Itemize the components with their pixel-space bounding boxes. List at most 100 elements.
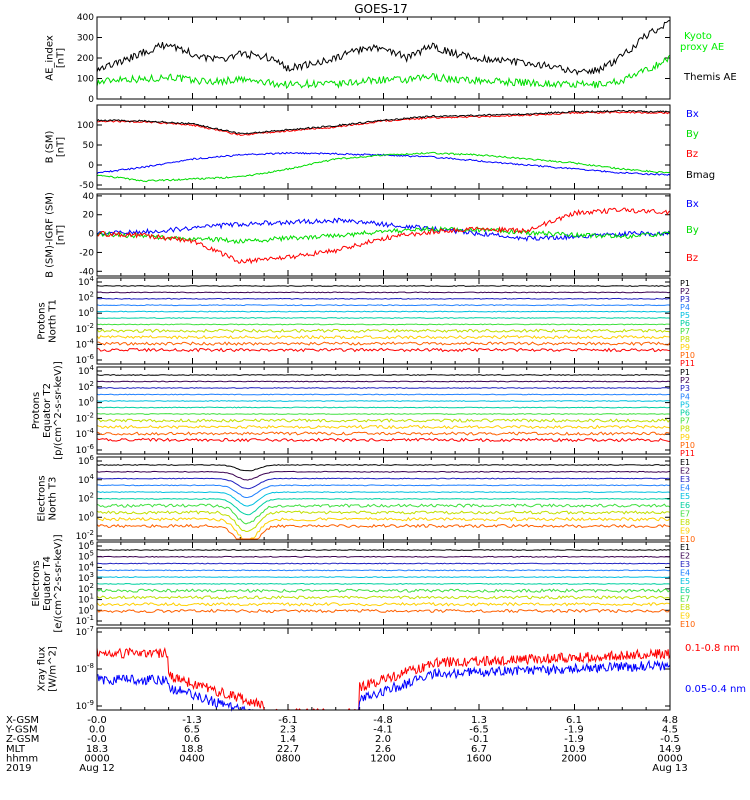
axis-row-label: X-GSM [6, 715, 39, 726]
y-tick-label: 100 [77, 75, 94, 85]
y-axis-label-line: [nT] [56, 225, 67, 245]
panel-frame [96, 456, 671, 541]
y-tick-label: 104 [78, 364, 94, 377]
axis-row-value: 2.0 [375, 734, 391, 745]
y-axis-label-line: [nT] [56, 48, 67, 68]
channel-line-e8 [96, 510, 671, 533]
channel-label: P3 [680, 295, 690, 304]
channel-line-e3 [96, 562, 671, 565]
channel-label: P6 [680, 319, 690, 328]
y-tick-label: 40 [83, 192, 95, 202]
axis-row-value: 0000 [84, 753, 109, 764]
channel-label: E1 [680, 543, 690, 552]
channel-line-e4 [96, 484, 671, 499]
axis-row-label: Y-GSM [5, 725, 38, 736]
channel-line-e1 [96, 464, 671, 472]
channel-label: P5 [680, 400, 690, 409]
axis-row-value: 1600 [466, 753, 491, 764]
panel-frame [96, 16, 671, 100]
y-tick-label: 10-2 [76, 529, 94, 542]
channel-line-e10 [96, 608, 671, 614]
channel-label: E4 [680, 484, 690, 493]
axis-row-label: Z-GSM [6, 734, 39, 745]
y-tick-label: 104 [78, 275, 94, 288]
legend-by: By [686, 129, 699, 140]
y-tick-label: 10-1 [76, 614, 94, 627]
channel-label: P7 [680, 327, 690, 336]
channel-line-p4 [96, 393, 671, 396]
channel-line-e4 [96, 569, 671, 572]
axis-row-value: 2000 [561, 753, 586, 764]
channel-label: P1 [680, 368, 690, 377]
y-tick-label: 0 [88, 230, 94, 240]
y-tick-label: -20 [79, 248, 94, 258]
axis-row-value: 1.4 [280, 734, 296, 745]
channel-line-p11 [96, 437, 671, 443]
y-axis-label-line: B (SM)-IGRF (SM) [45, 192, 56, 278]
y-tick-label: 0 [88, 161, 94, 171]
channel-line-p5 [96, 400, 671, 402]
legend-xray-long: 0.1-0.8 nm [685, 643, 740, 654]
channel-label: E6 [680, 586, 690, 595]
axis-row-value: -6.5 [469, 725, 489, 736]
y-tick-label: 10-9 [76, 699, 94, 712]
y-tick-label: 102 [78, 291, 94, 304]
panel-frame [96, 366, 671, 455]
channel-label: P10 [680, 441, 695, 450]
channel-line-e1 [96, 549, 671, 551]
y-axis-label-line: Electrons [31, 560, 42, 606]
channel-label: P4 [680, 392, 690, 401]
channel-line-p8 [96, 418, 671, 423]
axis-row-value: -1.9 [564, 725, 584, 736]
y-axis-label-line: Protons [31, 392, 42, 429]
axis-row-value: 0.6 [184, 734, 200, 745]
y-axis-label-line: North T1 [48, 299, 59, 343]
channel-label: E5 [680, 577, 690, 586]
channel-label: P11 [680, 359, 695, 368]
channel-label: P8 [680, 425, 690, 434]
axis-row-value: 0400 [179, 753, 204, 764]
channel-label: P2 [680, 287, 690, 296]
channel-line-p10 [97, 341, 671, 346]
y-tick-label: 102 [78, 380, 94, 393]
axis-row-value: 18.3 [86, 744, 108, 755]
y-axis-label-line: [e/(cm^2-s-sr-keV)] [53, 534, 64, 632]
axis-row-value: 6.1 [566, 715, 582, 726]
channel-line-e2 [96, 470, 671, 481]
axis-row-value: -4.1 [373, 725, 393, 736]
y-tick-label: 106 [78, 539, 94, 552]
channel-label: P5 [680, 311, 690, 320]
channel-line-p11 [96, 347, 671, 353]
channel-line-p9 [96, 424, 671, 430]
channel-line-e6 [96, 497, 671, 516]
channel-label: E8 [680, 603, 690, 612]
y-axis-label-line: Electrons [37, 475, 48, 521]
panel-frame [96, 277, 671, 365]
y-axis-label-line: Xray flux [37, 647, 48, 692]
y-tick-label: 10-2 [76, 322, 94, 335]
axis-row-value: -0.5 [660, 734, 680, 745]
y-axis-label-line: Equator T4 [42, 556, 53, 611]
y-tick-label: 100 [78, 510, 94, 523]
y-tick-label: 10-6 [76, 443, 95, 456]
channel-line-e7 [96, 588, 671, 593]
channel-line-e2 [96, 555, 671, 558]
channel-line-p7 [96, 323, 671, 326]
y-tick-label: 100 [78, 603, 94, 616]
channel-line-e5 [96, 491, 671, 507]
panel-frame [96, 193, 671, 277]
y-axis-label-line: [nT] [56, 137, 67, 157]
channel-label: E10 [680, 535, 695, 544]
axis-row-value: 2.6 [375, 744, 391, 755]
axis-row-value: 0.0 [89, 725, 105, 736]
channel-line-p8 [96, 328, 671, 334]
channel-label: P10 [680, 351, 695, 360]
legend-kyoto: Kyoto [684, 31, 712, 42]
y-tick-label: 100 [78, 396, 94, 409]
channel-label: E3 [680, 560, 690, 569]
y-tick-label: 10-4 [76, 337, 95, 350]
